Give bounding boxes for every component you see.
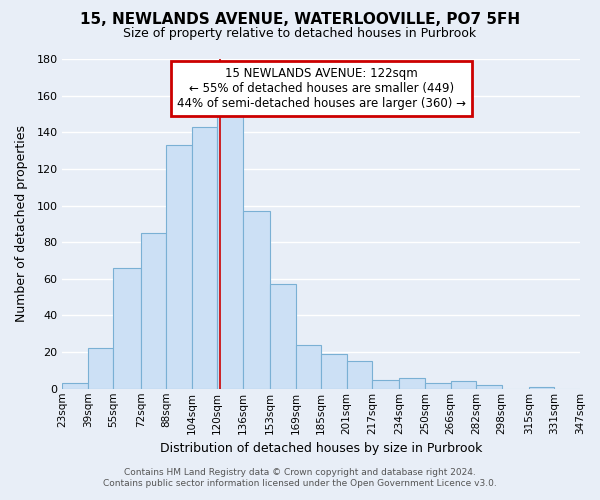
Bar <box>347 362 372 389</box>
Bar <box>192 127 217 389</box>
Bar <box>140 233 166 389</box>
Bar <box>425 384 451 389</box>
Text: 15 NEWLANDS AVENUE: 122sqm
← 55% of detached houses are smaller (449)
44% of sem: 15 NEWLANDS AVENUE: 122sqm ← 55% of deta… <box>176 67 466 110</box>
Bar <box>400 378 425 389</box>
Text: Size of property relative to detached houses in Purbrook: Size of property relative to detached ho… <box>124 28 476 40</box>
Bar <box>217 114 243 389</box>
Bar <box>476 385 502 389</box>
Bar <box>529 387 554 389</box>
Bar <box>372 380 400 389</box>
Text: Contains HM Land Registry data © Crown copyright and database right 2024.
Contai: Contains HM Land Registry data © Crown c… <box>103 468 497 487</box>
Bar <box>166 145 192 389</box>
Bar <box>270 284 296 389</box>
Y-axis label: Number of detached properties: Number of detached properties <box>15 126 28 322</box>
Bar <box>243 211 270 389</box>
Bar <box>321 354 347 389</box>
Bar <box>451 382 476 389</box>
Bar <box>62 384 88 389</box>
Text: 15, NEWLANDS AVENUE, WATERLOOVILLE, PO7 5FH: 15, NEWLANDS AVENUE, WATERLOOVILLE, PO7 … <box>80 12 520 28</box>
Bar <box>88 348 113 389</box>
Bar <box>296 345 321 389</box>
Bar <box>113 268 140 389</box>
X-axis label: Distribution of detached houses by size in Purbrook: Distribution of detached houses by size … <box>160 442 482 455</box>
